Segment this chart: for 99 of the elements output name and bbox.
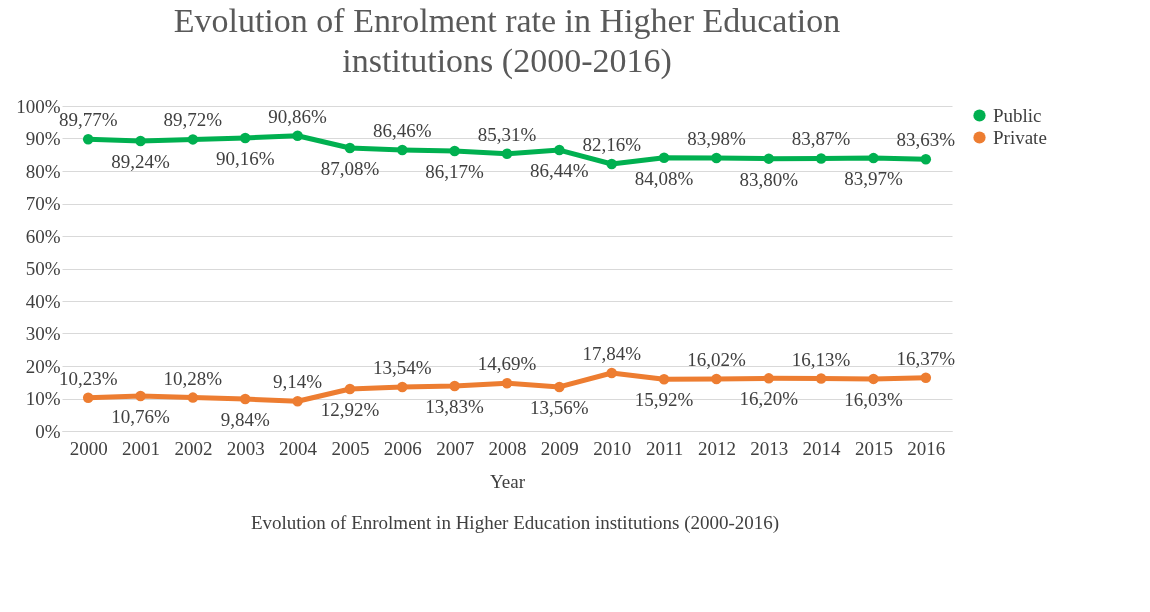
text: Evolution of Enrolment in Higher Education institutions (2000-2016) xyxy=(249,512,781,534)
data-label: 90,16% xyxy=(215,147,275,169)
legend-label: Private xyxy=(993,126,1047,148)
x-tick-label: 2014 xyxy=(802,437,842,459)
point xyxy=(606,367,617,379)
point xyxy=(135,390,146,402)
x-tick-label: 2006 xyxy=(383,437,422,459)
data-label: 83,98% xyxy=(687,128,746,150)
y-tick-label: 10% xyxy=(25,388,61,409)
data-label: 16,02% xyxy=(687,348,746,370)
data-label: 9,14% xyxy=(273,371,323,393)
data-label: 86,44% xyxy=(530,160,589,182)
legend-label: Public xyxy=(993,104,1042,126)
x-tick-label: 2005 xyxy=(331,437,370,459)
data-label: 83,97% xyxy=(844,168,903,190)
data-label: 16,37% xyxy=(896,347,956,369)
data-label: 86,17% xyxy=(425,160,485,182)
y-tick-label: 50% xyxy=(25,258,61,279)
y-tick-label: 100% xyxy=(16,95,61,117)
point xyxy=(658,374,670,385)
point xyxy=(815,153,827,164)
point xyxy=(763,373,775,384)
point xyxy=(344,142,356,154)
point xyxy=(344,383,356,395)
point xyxy=(868,152,879,164)
data-label: 9,84% xyxy=(220,409,270,431)
point xyxy=(449,380,460,392)
point xyxy=(82,392,94,403)
y-tick-label: 20% xyxy=(25,355,61,377)
point xyxy=(554,144,565,156)
y-tick-label: 60% xyxy=(25,225,61,247)
x-tick-label: 2012 xyxy=(697,437,736,459)
point xyxy=(239,393,251,405)
data-label: 16,03% xyxy=(844,388,903,410)
point xyxy=(239,132,251,144)
y-tick-label: 30% xyxy=(25,323,61,344)
x-tick-label: 2007 xyxy=(436,437,475,459)
y-tick-label: 90% xyxy=(25,128,61,149)
x-axis-title: Year xyxy=(489,470,526,492)
data-label: 87,08% xyxy=(320,157,380,179)
data-label: 86,46% xyxy=(373,120,432,142)
data-label: 13,83% xyxy=(425,396,485,418)
point xyxy=(711,373,722,385)
point xyxy=(920,372,932,384)
data-label: 85,31% xyxy=(477,123,537,145)
point xyxy=(187,392,199,403)
point xyxy=(292,396,303,407)
data-label: 83,87% xyxy=(791,128,851,150)
x-tick-label: 2003 xyxy=(226,437,265,459)
data-label: 16,13% xyxy=(791,348,851,370)
point xyxy=(449,145,460,157)
data-label: 12,92% xyxy=(320,399,380,421)
data-label: 10,28% xyxy=(163,367,223,389)
y-tick-label: 40% xyxy=(25,290,61,312)
data-label: 83,63% xyxy=(896,129,956,151)
point xyxy=(763,153,775,164)
data-label: 14,69% xyxy=(477,353,537,375)
x-tick-label: 2004 xyxy=(279,437,318,459)
point xyxy=(501,378,513,389)
point xyxy=(82,134,94,145)
point xyxy=(135,135,146,147)
y-tick-label: 80% xyxy=(25,160,61,182)
data-label: 83,80% xyxy=(739,168,799,190)
x-tick-label: 2016 xyxy=(907,437,946,459)
point xyxy=(711,152,722,164)
chart-title: Evolution of Enrolment rate in Higher Education institutions (2000-2016) xyxy=(173,2,841,80)
x-tick-label: 2002 xyxy=(174,437,213,459)
point xyxy=(397,144,408,156)
data-label: 17,84% xyxy=(582,343,642,365)
point xyxy=(187,134,199,145)
point xyxy=(554,381,565,393)
data-label: 16,20% xyxy=(739,388,799,410)
data-label: 84,08% xyxy=(634,167,694,189)
data-label: 82,16% xyxy=(582,133,642,155)
data-label: 90,86% xyxy=(268,105,328,127)
x-tick-label: 2000 xyxy=(69,437,108,459)
x-tick-label: 2015 xyxy=(854,437,893,459)
y-tick-label: 0% xyxy=(35,420,61,442)
data-label: 10,76% xyxy=(111,406,170,428)
point xyxy=(397,381,408,393)
data-label: 13,54% xyxy=(373,356,432,378)
x-tick-label: 2011 xyxy=(645,437,684,459)
x-tick-label: 2009 xyxy=(540,437,579,459)
data-label: 89,24% xyxy=(111,150,170,172)
point xyxy=(815,373,827,384)
data-label: 89,72% xyxy=(163,109,223,131)
y-tick-label: 70% xyxy=(25,193,61,214)
x-tick-label: 2008 xyxy=(488,437,527,459)
point xyxy=(920,153,932,165)
x-tick-label: 2013 xyxy=(750,437,789,459)
x-tick-label: 2001 xyxy=(122,437,161,459)
point xyxy=(501,148,513,159)
point xyxy=(606,158,617,170)
point xyxy=(868,373,879,385)
point xyxy=(658,152,670,163)
data-label: 13,56% xyxy=(530,396,589,418)
point xyxy=(292,130,303,141)
x-tick-label: 2010 xyxy=(593,437,632,459)
data-label: 15,92% xyxy=(634,389,694,411)
